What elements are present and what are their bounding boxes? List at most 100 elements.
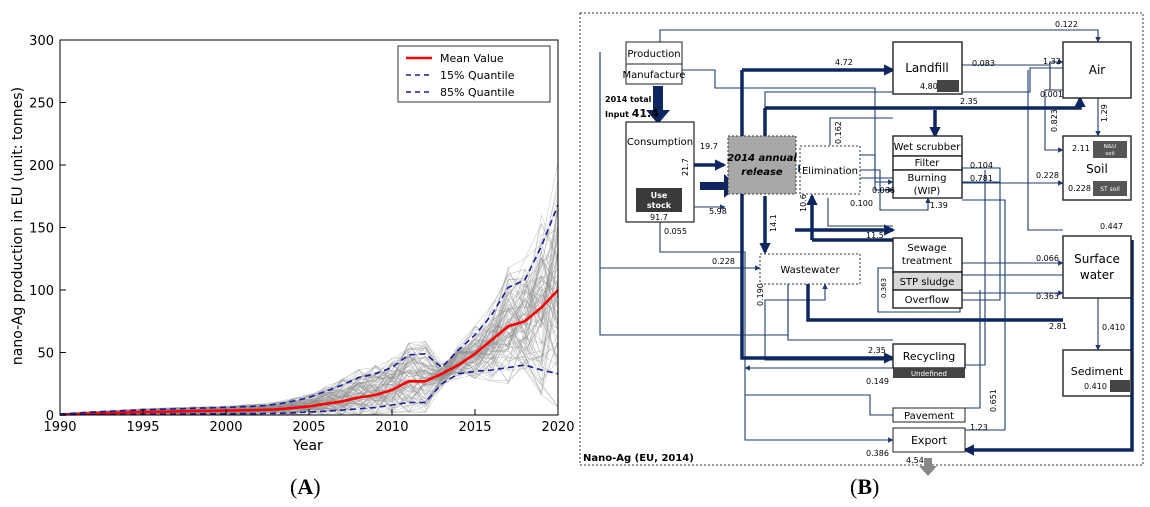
label-manufacture: Manufacture [623,70,686,81]
node-elimination: Elimination [799,145,861,195]
label-use-stock-1: Use [651,191,668,200]
production-chart: 1990 1995 2000 2005 2010 2015 2020 0 50 100 150 20… [10,34,575,454]
flow-label: 11.5 [866,231,884,240]
label-wastewater: Wastewater [780,265,840,276]
label-burning-1: Burning [908,173,947,184]
y-tick-label: 100 [29,284,54,299]
export-arrow [919,458,937,476]
y-axis-label: nano-Ag production in EU (unit: tonnes) [10,87,26,365]
input-arrow [646,86,670,124]
legend: Mean Value 15% Quantile 85% Quantile [397,45,551,103]
label-recycling: Recycling [903,350,956,363]
flow-label: 21.7 [681,158,690,176]
node-overflow: Overflow [892,289,963,309]
flow-labels: 0.122 4.72 0.083 1.32 2.35 0.001 0.823 1… [650,20,1125,465]
legend-label: 15% Quantile [440,69,515,82]
node-wastewater: Wastewater [759,253,861,285]
flow-label: 2.35 [960,97,978,106]
label-nu-soil-1: N&U [1104,144,1116,150]
label-overflow: Overflow [905,295,950,306]
legend-label: 85% Quantile [440,86,515,99]
label-production: Production [627,49,680,60]
x-axis-label: Year [292,438,323,454]
st-soil-value: 0.228 [1068,184,1091,193]
label-sediment: Sediment [1071,365,1124,378]
flow-label: 91.7 [650,213,668,222]
landfill-stock-value: 4.80 [920,82,938,91]
label-use-stock-2: stock [647,201,672,210]
y-tick-label: 200 [29,159,54,174]
flow-label: 0.447 [1100,222,1123,231]
x-tick-label: 2015 [458,420,491,435]
flow-label: 4.72 [835,58,853,67]
x-tick-label: 2020 [541,420,574,435]
label-stp-sludge: STP sludge [900,277,955,288]
flow-label: 0.228 [1036,171,1059,180]
label-surface-1: Surface [1074,252,1120,266]
legend-box [397,45,551,103]
x-tick-label: 2005 [292,420,325,435]
flow-label: 0.066 [872,186,895,195]
nu-soil-value: 2.11 [1072,144,1090,153]
label-burning-2: (WIP) [914,186,941,197]
x-tick-label: 1995 [126,420,159,435]
flow-label: 0.363 [1036,292,1059,301]
node-consumption: Consumption Use stock [625,121,695,223]
label-sewage-2: treatment [902,256,952,267]
x-axis: 1990 1995 2000 2005 2010 2015 2020 [43,409,575,435]
label-nu-soil-2: soil [1105,151,1115,157]
input-label-2: Input 41.4 [605,107,659,120]
node-burning: Burning (WIP) [892,169,963,199]
flow-label: 0.363 [880,278,888,298]
flow-label: 0.122 [1055,20,1078,29]
y-tick-label: 250 [29,97,54,112]
label-st-soil: ST soil [1100,186,1120,193]
flow-label: 0.083 [972,59,995,68]
node-pavement: Pavement [892,407,966,423]
label-pavement: Pavement [904,411,954,422]
flow-label: 0.823 [1050,109,1059,132]
flow-label: 0.104 [970,161,993,170]
y-tick-label: 50 [37,347,54,362]
node-surface-water: Surface water [1062,235,1132,299]
label-sewage-1: Sewage [907,243,946,254]
label-surface-2: water [1080,268,1114,282]
flow-label: 1.32 [1043,57,1061,66]
node-annual-release: 2014 annual release [727,135,797,195]
y-tick-label: 0 [46,409,54,424]
ensemble-path [59,214,559,415]
node-wet-scrubber: Wet scrubber [892,135,963,157]
flow-label: 5.98 [709,207,727,216]
flow-diagram: Nano-Ag (EU, 2014) [579,12,1144,476]
flow-label: 0.055 [664,227,687,236]
diagram-frame [579,12,1144,466]
flow-label: 19.7 [700,142,718,151]
label-consumption: Consumption [627,137,693,148]
flow-label: 0.149 [866,377,889,386]
label-filter: Filter [915,158,941,169]
flow-label: 10.6 [799,194,808,212]
label-soil: Soil [1086,162,1108,176]
label-elimination: Elimination [802,166,858,177]
flow-label: 0.410 [1102,323,1125,332]
flow-label: 4.54 [906,456,924,465]
label-air: Air [1089,63,1106,77]
flow-label: 0.162 [834,121,843,144]
y-axis: 0 50 100 150 200 250 300 [29,34,66,424]
ensemble-path [60,274,559,415]
flow-label: 0.066 [1036,254,1059,263]
sediment-value: 0.410 [1084,382,1107,391]
node-sediment: Sediment 0.410 [1062,349,1132,397]
node-production: Production [625,41,683,65]
label-undefined: Undefined [911,370,947,378]
ensemble-path [59,268,559,415]
x-tick-label: 1990 [43,420,76,435]
flow-label: 2.35 [868,346,886,355]
flow-label: 1.23 [970,423,988,432]
node-soil: Soil N&U soil 2.11 ST soil 0.228 [1062,135,1132,201]
node-sewage: Sewage treatment [892,237,963,273]
flow-label: 1.29 [1100,104,1109,122]
flow-label: 2.81 [1049,322,1067,331]
label-release-1: 2014 annual [727,153,797,164]
flow-label: 0.386 [866,449,889,458]
